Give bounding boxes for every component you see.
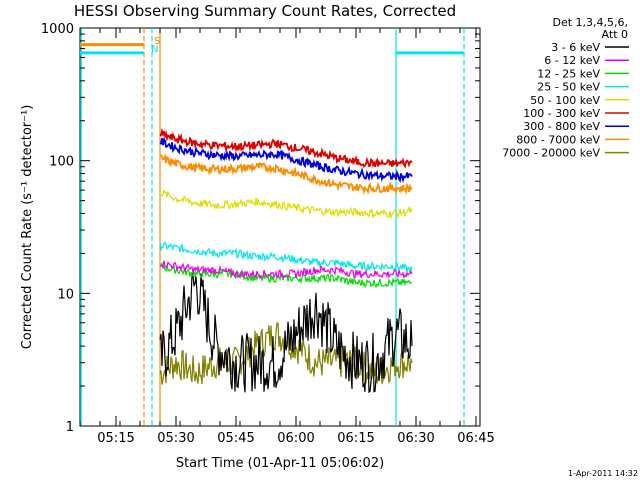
series-line	[159, 152, 413, 196]
x-tick-label: 06:00	[277, 431, 314, 446]
flag-lines	[80, 28, 465, 426]
x-tick-label: 06:45	[457, 431, 494, 446]
timestamp: 1-Apr-2011 14:32	[568, 469, 638, 478]
legend-header-attenuator: Att 0	[602, 28, 628, 41]
y-axis-ticks: 1 10 100 1000	[41, 22, 480, 435]
legend-label: 300 - 800 keV	[523, 120, 600, 133]
y-tick-label: 10	[57, 287, 74, 302]
flag-s-label: S	[154, 36, 160, 47]
x-tick-label: 05:30	[157, 431, 194, 446]
series-line	[160, 260, 413, 280]
x-axis-label: Start Time (01-Apr-11 05:06:02)	[176, 456, 384, 471]
legend-label: 50 - 100 keV	[530, 94, 600, 107]
y-tick-label: 1000	[41, 22, 74, 37]
legend-header-detectors: Det 1,3,4,5,6,	[552, 16, 628, 29]
chart-title: HESSI Observing Summary Count Rates, Cor…	[74, 2, 456, 20]
legend-label: 800 - 7000 keV	[516, 133, 600, 146]
series-line	[159, 137, 413, 184]
legend-label: 7000 - 20000 keV	[502, 147, 600, 160]
series-line	[159, 127, 413, 169]
legend-label: 6 - 12 keV	[544, 54, 600, 67]
series-layer	[159, 127, 413, 394]
series-line	[159, 241, 413, 274]
y-tick-label: 100	[49, 155, 74, 170]
series-line	[159, 188, 413, 220]
series-line	[159, 262, 413, 289]
x-tick-label: 05:45	[217, 431, 254, 446]
legend-label: 25 - 50 keV	[537, 81, 600, 94]
legend-label: 100 - 300 keV	[523, 107, 600, 120]
x-tick-label: 05:15	[97, 431, 134, 446]
x-tick-label: 06:15	[337, 431, 374, 446]
flag-n-label: N	[151, 44, 158, 55]
legend-label: 12 - 25 keV	[537, 67, 600, 80]
y-tick-label: 1	[66, 420, 74, 435]
x-tick-label: 06:30	[397, 431, 434, 446]
x-axis-ticks: 05:15 05:30 05:45 06:00 06:15 06:30 06:45	[79, 28, 495, 446]
y-axis-label: Corrected Count Rate (s⁻¹ detector⁻¹)	[20, 105, 35, 350]
legend-label: 3 - 6 keV	[551, 41, 600, 54]
series-line	[159, 273, 413, 394]
